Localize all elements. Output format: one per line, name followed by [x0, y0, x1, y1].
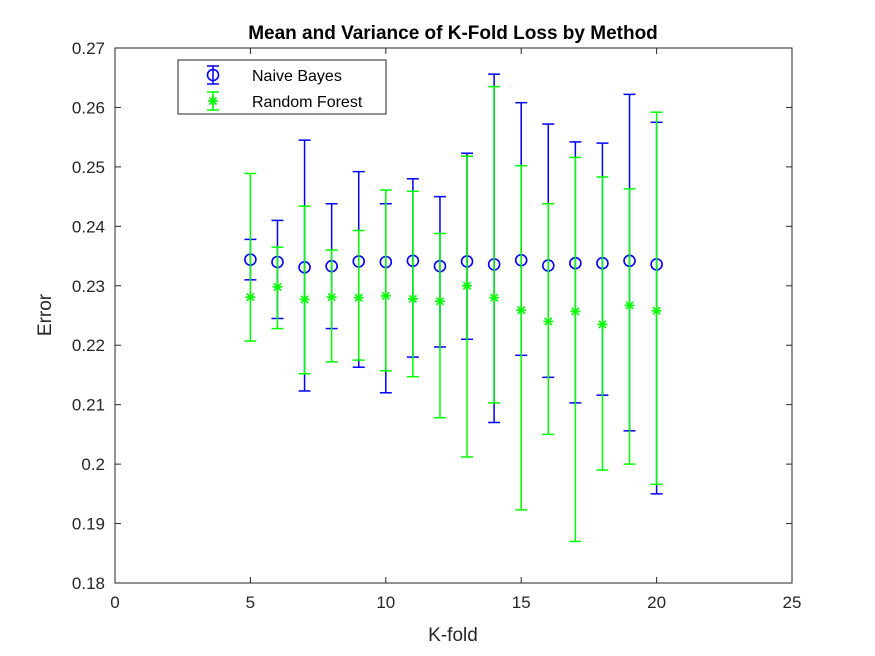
random-forest-point: [272, 281, 283, 292]
y-tick-label: 0.25: [72, 158, 105, 177]
random-forest-point: [434, 296, 445, 307]
legend-marker-asterisk-icon: [208, 96, 218, 106]
axis-ticks: 0 5 10 15 20 25 0.18 0.19 0.2 0.21 0.22 0.23 0.24 0.2…: [72, 39, 802, 612]
x-tick-label: 15: [512, 593, 531, 612]
legend-label-naive-bayes: Naive Bayes: [252, 68, 342, 85]
legend-item-naive-bayes: Naive Bayes: [206, 65, 342, 85]
plot-area: [114, 47, 793, 584]
legend: Naive Bayes Random Forest: [177, 59, 387, 115]
y-tick-label: 0.26: [72, 98, 105, 117]
random-forest-point: [597, 319, 608, 330]
x-tick-label: 25: [783, 593, 802, 612]
random-forest-point: [462, 280, 473, 291]
series-random-forest: [244, 85, 663, 543]
random-forest-point: [651, 305, 662, 316]
series-layer: [244, 73, 663, 543]
random-forest-point: [407, 293, 418, 304]
random-forest-point: [245, 292, 256, 303]
y-tick-label: 0.24: [72, 217, 105, 236]
y-axis-label: Error: [35, 293, 56, 336]
legend-item-random-forest: Random Forest: [207, 91, 363, 111]
random-forest-point: [570, 306, 581, 317]
x-axis-label: K-fold: [428, 625, 478, 646]
random-forest-point: [624, 300, 635, 311]
random-forest-point: [353, 292, 364, 303]
x-tick-label: 20: [647, 593, 666, 612]
y-tick-label: 0.22: [72, 336, 105, 355]
random-forest-point: [543, 316, 554, 327]
y-tick-label: 0.21: [72, 396, 105, 415]
y-tick-label: 0.23: [72, 277, 105, 296]
random-forest-point: [489, 292, 500, 303]
random-forest-point: [516, 305, 527, 316]
x-tick-label: 0: [110, 593, 119, 612]
legend-label-random-forest: Random Forest: [252, 94, 363, 111]
random-forest-point: [326, 292, 337, 303]
y-tick-label: 0.18: [72, 574, 105, 593]
x-tick-label: 10: [376, 593, 395, 612]
y-tick-label: 0.27: [72, 39, 105, 58]
random-forest-point: [380, 290, 391, 301]
random-forest-point: [299, 294, 310, 305]
y-tick-label: 0.19: [72, 515, 105, 534]
y-tick-label: 0.2: [81, 455, 105, 474]
legend-marker-circle-icon: [206, 68, 220, 82]
x-tick-label: 5: [246, 593, 255, 612]
chart-title: Mean and Variance of K-Fold Loss by Meth…: [248, 23, 658, 44]
